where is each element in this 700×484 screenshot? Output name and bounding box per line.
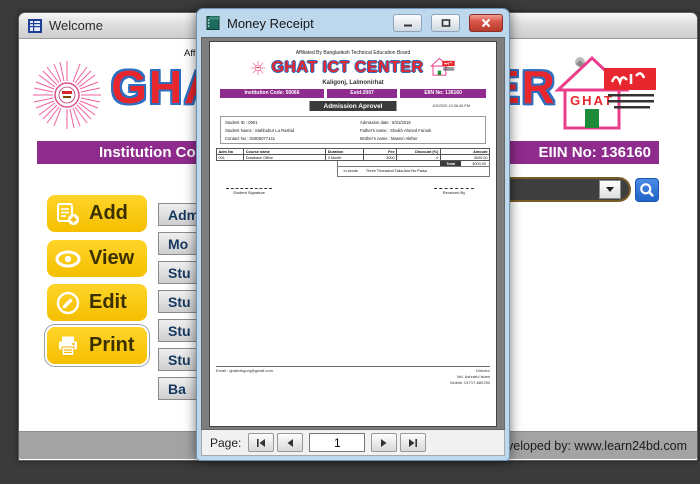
student-id: Student ID : 0001 [225,120,258,125]
student-signature-label: Student Signature [226,188,272,195]
previous-page-button[interactable] [277,433,304,452]
receipt-titlebar[interactable]: Money Receipt [201,9,505,37]
nav-button-label: Stu [168,264,191,281]
restore-icon [441,19,450,27]
report-icon [206,16,220,30]
institution-code-text: Institution Code [99,144,214,161]
nav-button-label: Stu [168,351,191,368]
view-button[interactable]: View [47,240,147,277]
in-words-label: In words [343,169,358,173]
first-page-button[interactable] [248,433,275,452]
footer-mobile: Mobile: 01717-683780 [450,380,490,385]
print-button[interactable]: Print [47,327,147,364]
receipt-window-title: Money Receipt [227,15,314,31]
totals-box: Total 3000.00 In words Three Thousand Ta… [336,161,490,177]
receipt-institute-name: GHAT ICT CENTER [271,58,424,76]
edit-pencil-icon [56,291,80,314]
cell-fee: 3000 [363,154,398,161]
footer-director-name: Md. Ashraful Islam [457,374,490,379]
add-record-icon [57,202,79,225]
page-number-input[interactable] [309,433,366,452]
father-name: Father's name : Shaikh Ahmed Farook [360,127,432,133]
receipt-eiin: EIIN No: 136160 [400,89,486,98]
receipt-info-bar: Institution Code: 50066 Estd:2007 EIIN N… [220,89,486,98]
nav-button-label: Adm [168,206,200,223]
mother-name: Mother's name : Masnin Akther [360,135,418,141]
receipt-estd: Estd:2007 [327,89,398,98]
print-button-label: Print [89,334,135,356]
welcome-title: Welcome [49,18,103,33]
next-page-icon [381,438,387,447]
print-preview-area[interactable]: Affiliated By Bangladesh Technical Educa… [201,37,505,430]
search-button[interactable] [635,178,659,202]
close-button[interactable] [469,14,503,32]
chevron-down-icon [606,187,614,192]
last-page-button[interactable] [400,433,427,452]
fees-table: Adm No Course name Duration Fee Discount… [215,148,491,177]
developed-by-text: Developed by: www.learn24bd.com [491,438,687,453]
nav-button-label: Ba [168,380,186,397]
restore-button[interactable] [431,14,460,32]
starburst-seal-logo [33,61,101,129]
receipt-header: GHAT ICT CENTER [210,57,496,78]
print-timestamp: 6/3/2020 10:36:45 PM [432,104,470,108]
ghat-house-logo-small [429,57,455,76]
student-info-box: Student ID : 0001 Student Name : Mahbubu… [220,116,486,144]
contact-no: Contact No : 01805077141 [225,135,276,141]
cell-duration: 3 Month [325,154,365,161]
access-form-icon [28,18,42,33]
printer-icon [59,336,77,356]
admission-approval-badge: Admission Aprovel [309,101,397,111]
minimize-button[interactable] [393,14,422,32]
in-words-text: Three Thousand Taka And No Paisa [365,169,427,173]
first-page-icon [257,438,266,447]
add-button[interactable]: Add [47,195,147,232]
receipt-page: Affiliated By Bangladesh Technical Educa… [209,41,497,427]
next-page-button[interactable] [371,433,398,452]
receipt-affiliation: Affiliated By Bangladesh Technical Educa… [295,50,411,56]
svg-text:GHAT: GHAT [570,93,614,108]
add-button-label: Add [89,202,128,224]
money-receipt-window: Money Receipt Affiliated By Bangladesh T… [196,8,510,461]
starburst-seal-logo-small [251,60,266,75]
receipt-institution-code: Institution Code: 50066 [220,89,324,98]
previous-page-icon [287,438,294,447]
eye-icon [55,250,81,267]
cell-course-name: Database Office [243,154,327,161]
ghat-house-logo: GHAT [554,55,656,130]
search-icon [640,183,655,198]
view-button-label: View [89,247,135,269]
minimize-icon [403,24,412,27]
cell-discount: 0 [396,154,441,161]
nav-button-label: Stu [168,322,191,339]
edit-button[interactable]: Edit [47,284,147,321]
page-navigation-bar: Page: [201,430,505,456]
last-page-icon [409,438,418,447]
footer-email: Email : ghatictkgonj@gmail.com [216,368,273,373]
footer-director: Director [475,368,490,373]
eiin-text: EIIN No: 136160 [538,144,651,161]
total-value: 3000.00 [472,161,486,166]
close-icon [481,18,491,28]
table-row: 001 Database Office 3 Month 3000 0 3000.… [215,154,491,161]
total-label: Total [440,161,461,166]
cell-amount: 3000.00 [439,154,491,161]
edit-button-label: Edit [89,291,127,313]
receipt-address: Kaligonj, Lalmonirhat [322,80,384,86]
cell-adm-no: 001 [215,154,245,161]
admission-date: Admission date : 6/31/2015 [360,120,411,125]
nav-button-label: Mo [168,235,189,252]
received-by-label: Received By [434,188,474,195]
nav-button-label: Stu [168,293,191,310]
receipt-footer: Email : ghatictkgonj@gmail.com Director … [216,365,490,387]
combo-dropdown-button[interactable] [599,180,621,199]
student-name: Student Name : Mahbubur La Rashid [225,127,295,133]
page-label: Page: [210,435,242,450]
